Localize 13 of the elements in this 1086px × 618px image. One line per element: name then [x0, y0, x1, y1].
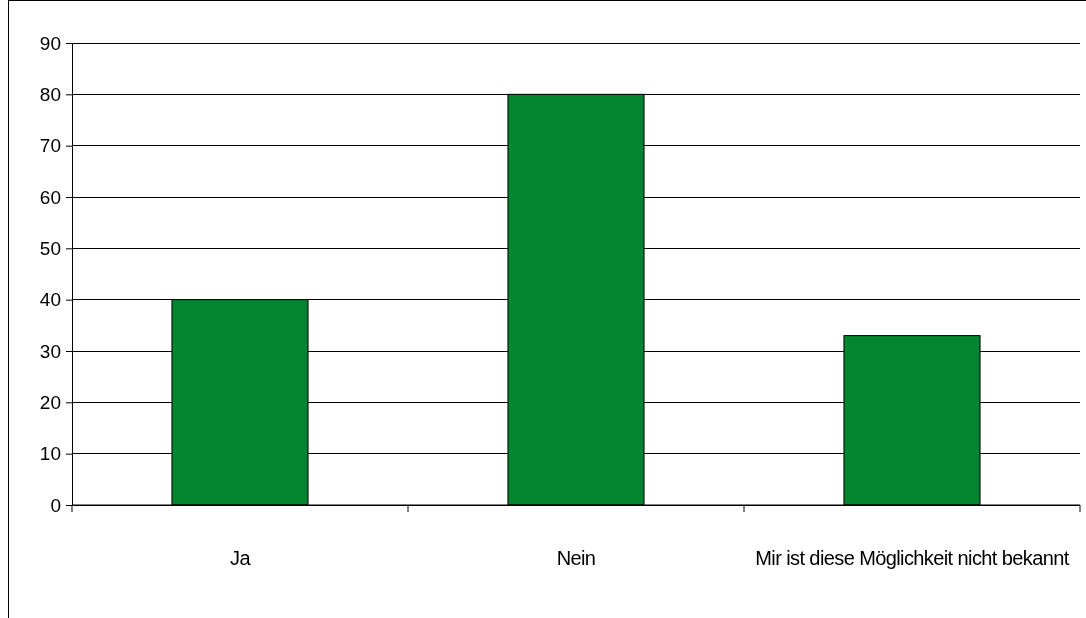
y-tick-label: 90 [39, 32, 61, 54]
y-tick-label: 60 [39, 186, 61, 208]
y-tick-label: 30 [39, 340, 61, 362]
y-tick-label: 0 [50, 494, 61, 516]
y-tick-label: 70 [39, 135, 61, 157]
y-tick-label: 20 [39, 391, 61, 413]
y-tick-label: 10 [39, 443, 61, 465]
x-tick-label: Nein [556, 547, 596, 569]
x-tick-label: Mir ist diese Möglichkeit nicht bekannt [755, 547, 1070, 569]
y-tick-label: 80 [39, 83, 61, 105]
y-tick-label: 50 [39, 237, 61, 259]
x-tick-label: Ja [230, 547, 252, 569]
y-tick-label: 40 [39, 289, 61, 311]
